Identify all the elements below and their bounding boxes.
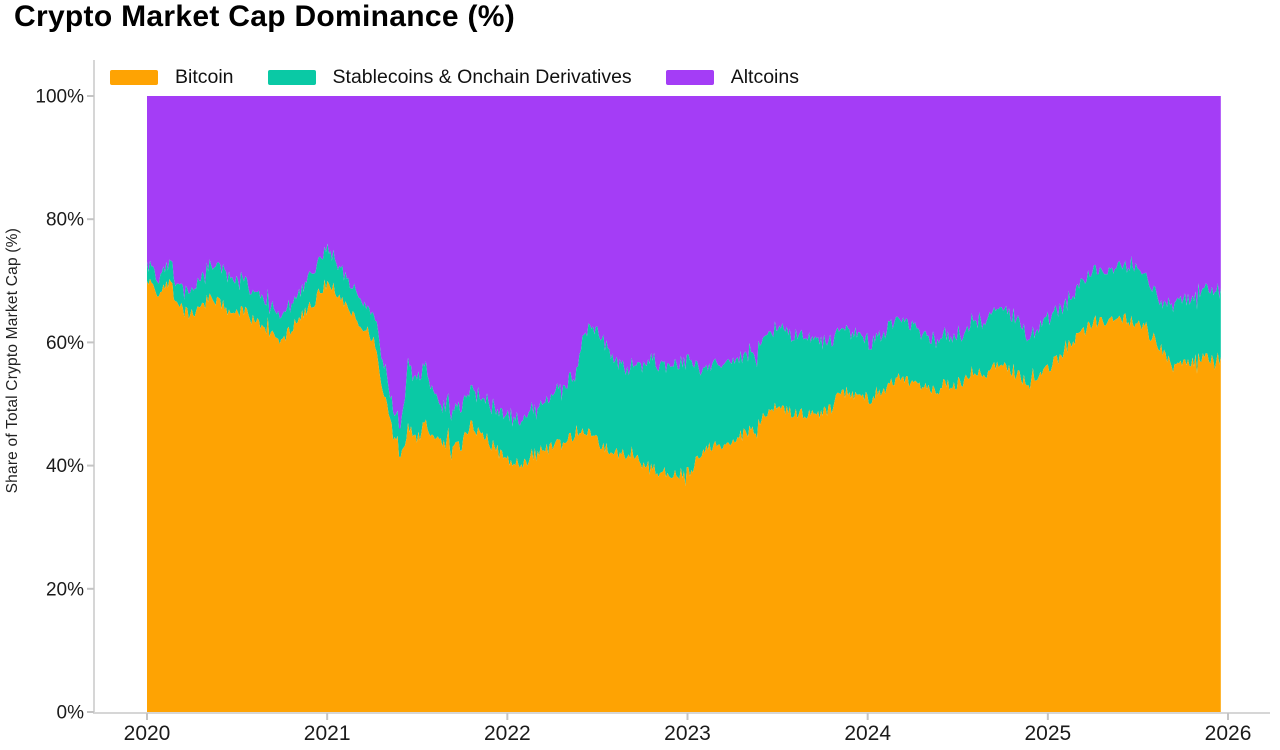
legend-label-stablecoins: Stablecoins & Onchain Derivatives — [332, 66, 632, 88]
y-tick-label: 100% — [35, 87, 84, 108]
legend-label-bitcoin: Bitcoin — [175, 66, 234, 88]
y-tick-label: 40% — [46, 456, 84, 477]
legend-item-altcoins: Altcoins — [665, 66, 799, 89]
y-tick-label: 20% — [46, 579, 84, 600]
bitcoin-swatch-icon — [110, 70, 158, 85]
altcoins-swatch-icon — [665, 70, 714, 85]
stablecoins-swatch-icon — [267, 70, 316, 85]
chart-legend: Bitcoin Stablecoins & Onchain Derivative… — [110, 66, 799, 89]
legend-item-bitcoin: Bitcoin — [110, 66, 234, 89]
bitcoin-area — [147, 278, 1221, 712]
stablecoins-area — [147, 243, 1221, 487]
axes: 0% 20% 40% 60% 80% 100% 2020 2021 2022 2023 2024 20… — [35, 60, 1270, 745]
legend-item-stablecoins: Stablecoins & Onchain Derivatives — [267, 66, 632, 89]
y-tick-label: 60% — [46, 333, 84, 354]
x-tick-label: 2024 — [844, 722, 891, 745]
legend-label-altcoins: Altcoins — [730, 66, 799, 88]
y-tick-label: 0% — [57, 703, 85, 724]
plot-area — [147, 96, 1221, 712]
altcoins-area — [147, 96, 1221, 429]
x-tick-label: 2026 — [1205, 722, 1252, 745]
chart-title: Crypto Market Cap Dominance (%) — [14, 0, 516, 33]
x-tick-label: 2021 — [304, 722, 351, 745]
y-tick-label: 80% — [46, 210, 84, 231]
x-tick-label: 2025 — [1024, 722, 1071, 745]
x-tick-label: 2023 — [664, 722, 711, 745]
x-tick-label: 2022 — [484, 722, 531, 745]
x-tick-label: 2020 — [124, 722, 171, 745]
